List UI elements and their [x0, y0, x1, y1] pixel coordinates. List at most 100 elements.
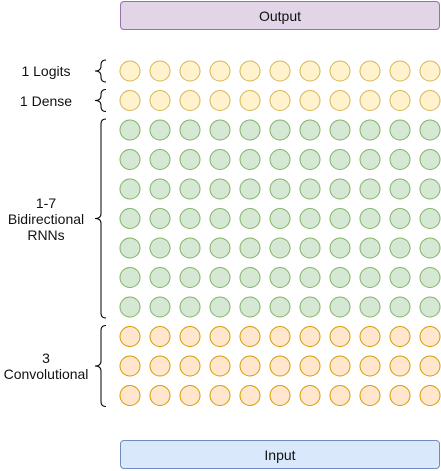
- rnn-neuron: [389, 119, 411, 141]
- rnn-neuron: [239, 237, 261, 259]
- rnn-neuron: [329, 149, 351, 170]
- rnn-neuron: [209, 208, 231, 229]
- conv-neuron: [359, 326, 381, 347]
- rnn-neuron: [419, 119, 441, 141]
- rnn-neuron: [149, 119, 171, 141]
- conv-layer-label: 3 Convolutional: [3, 350, 89, 382]
- rnn-neuron: [269, 149, 291, 170]
- rnn-neuron: [239, 296, 261, 318]
- logits-neuron: [419, 60, 441, 82]
- rnn-neuron: [299, 178, 321, 200]
- rnn-neuron: [299, 208, 321, 229]
- rnn-neuron: [149, 208, 171, 229]
- rnn-neuron: [299, 267, 321, 288]
- rnn-neuron: [389, 178, 411, 200]
- conv-neuron: [329, 355, 351, 377]
- conv-neuron: [179, 326, 201, 347]
- logits-neuron: [299, 60, 321, 82]
- logits-neuron: [359, 60, 381, 82]
- rnn-neuron: [149, 267, 171, 288]
- rnn-neuron: [389, 237, 411, 259]
- rnn-neuron: [419, 237, 441, 259]
- dense-neuron: [329, 90, 351, 111]
- rnn-neuron: [419, 178, 441, 200]
- rnn-neuron: [419, 296, 441, 318]
- rnn-neuron: [179, 267, 201, 288]
- rnn-neuron: [329, 237, 351, 259]
- rnn-neuron: [329, 119, 351, 141]
- dense-brace: [94, 89, 107, 112]
- rnn-neuron: [209, 178, 231, 200]
- rnn-neuron: [119, 178, 141, 200]
- rnn-neuron: [119, 149, 141, 170]
- rnn-neuron: [239, 178, 261, 200]
- conv-neuron: [329, 385, 351, 406]
- logits-neuron: [209, 60, 231, 82]
- logits-neuron: [269, 60, 291, 82]
- conv-neuron: [389, 355, 411, 377]
- conv-neuron: [299, 385, 321, 406]
- dense-neuron: [179, 90, 201, 111]
- rnn-neuron: [359, 237, 381, 259]
- rnn-neuron: [119, 237, 141, 259]
- conv-neuron: [119, 326, 141, 347]
- rnn-neuron: [329, 296, 351, 318]
- rnn-neuron: [239, 149, 261, 170]
- rnn-neuron: [269, 208, 291, 229]
- rnn-neuron: [389, 149, 411, 170]
- rnn-neuron: [119, 267, 141, 288]
- rnn-neuron: [119, 296, 141, 318]
- rnn-neuron: [179, 208, 201, 229]
- rnn-neuron: [149, 237, 171, 259]
- rnn-neuron: [209, 237, 231, 259]
- conv-neuron: [149, 326, 171, 347]
- conv-neuron: [239, 326, 261, 347]
- dense-neuron: [269, 90, 291, 111]
- rnn-neuron: [389, 208, 411, 229]
- conv-neuron: [149, 355, 171, 377]
- conv-neuron: [209, 326, 231, 347]
- logits-neuron: [179, 60, 201, 82]
- logits-neuron: [119, 60, 141, 82]
- conv-neuron: [179, 355, 201, 377]
- rnn-neuron: [119, 208, 141, 229]
- dense-neuron: [359, 90, 381, 111]
- conv-neuron: [419, 326, 441, 347]
- dense-neuron: [419, 90, 441, 111]
- conv-neuron: [239, 355, 261, 377]
- conv-neuron: [269, 326, 291, 347]
- conv-brace: [94, 325, 107, 407]
- conv-neuron: [299, 326, 321, 347]
- rnn-neuron: [269, 296, 291, 318]
- rnn-neuron: [209, 149, 231, 170]
- rnn-neuron: [239, 208, 261, 229]
- rnn-neuron: [359, 178, 381, 200]
- logits-neuron: [329, 60, 351, 82]
- rnn-neuron: [119, 119, 141, 141]
- conv-neuron: [209, 355, 231, 377]
- rnn-layer-label: 1-7 Bidirectional RNNs: [7, 194, 85, 243]
- dense-neuron: [149, 90, 171, 111]
- rnn-neuron: [299, 296, 321, 318]
- conv-neuron: [299, 355, 321, 377]
- rnn-neuron: [389, 267, 411, 288]
- rnn-neuron: [419, 149, 441, 170]
- input-box: Input: [120, 440, 440, 469]
- conv-neuron: [389, 326, 411, 347]
- rnn-neuron: [359, 208, 381, 229]
- rnn-neuron: [359, 149, 381, 170]
- rnn-neuron: [179, 237, 201, 259]
- rnn-neuron: [359, 296, 381, 318]
- output-box: Output: [120, 1, 440, 30]
- dense-neuron: [389, 90, 411, 111]
- rnn-neuron: [329, 178, 351, 200]
- rnn-neuron: [299, 149, 321, 170]
- dense-neuron: [239, 90, 261, 111]
- rnn-neuron: [209, 296, 231, 318]
- conv-neuron: [119, 385, 141, 406]
- rnn-neuron: [269, 119, 291, 141]
- conv-neuron: [329, 326, 351, 347]
- conv-neuron: [149, 385, 171, 406]
